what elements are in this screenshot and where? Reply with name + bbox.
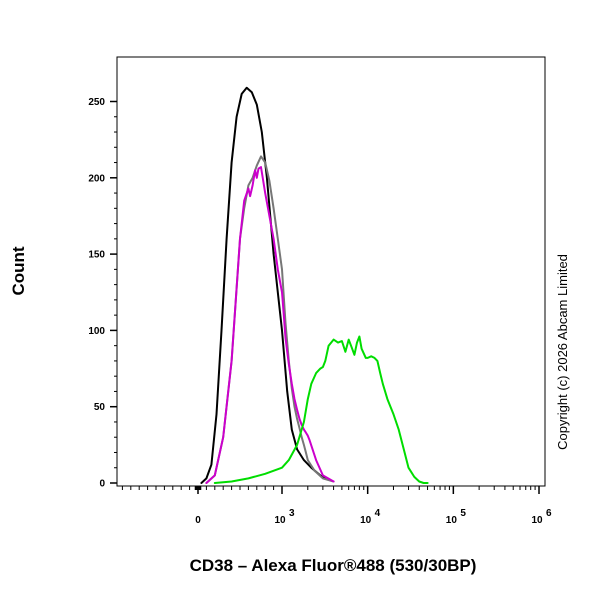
series-line-1	[200, 86, 330, 484]
copyright-annotation: Copyright (c) 2026 Abcam Limited	[555, 254, 570, 450]
x-tick-exponent: 5	[460, 508, 466, 519]
x-tick-exponent: 6	[546, 508, 552, 519]
series-line-3	[205, 166, 335, 484]
x-tick-label: 10	[531, 515, 543, 526]
x-tick-label: 10	[274, 515, 286, 526]
x-tick-label: 10	[360, 515, 372, 526]
x-axis-title: CD38 – Alexa Fluor®488 (530/30BP)	[190, 556, 477, 575]
y-tick-label: 100	[88, 326, 105, 337]
y-tick-label: 250	[88, 97, 105, 108]
x-tick-exponent: 4	[375, 508, 381, 519]
y-tick-label: 0	[99, 479, 105, 490]
series-line-4	[213, 335, 429, 484]
y-tick-label: 200	[88, 173, 105, 184]
x-tick-exponent: 3	[289, 508, 295, 519]
x-tick-label: 10	[446, 515, 458, 526]
x-tick-label: 0	[195, 515, 201, 526]
y-tick-label: 150	[88, 250, 105, 261]
plot-frame	[116, 56, 546, 487]
series-group	[200, 86, 429, 484]
y-axis-title: Count	[9, 246, 28, 295]
y-tick-label: 50	[94, 402, 106, 413]
y-axis: 0 50 100 150 200 250	[88, 97, 117, 490]
